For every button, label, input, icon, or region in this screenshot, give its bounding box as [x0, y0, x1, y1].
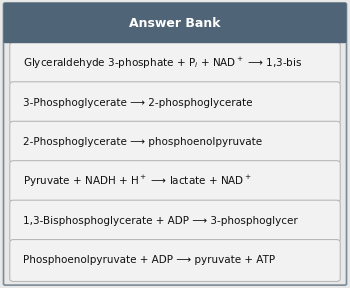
- Text: Phosphoenolpyruvate + ADP ⟶ pyruvate + ATP: Phosphoenolpyruvate + ADP ⟶ pyruvate + A…: [23, 255, 275, 266]
- FancyBboxPatch shape: [10, 82, 340, 124]
- FancyBboxPatch shape: [10, 240, 340, 281]
- Text: 2-Phosphoglycerate ⟶ phosphoenolpyruvate: 2-Phosphoglycerate ⟶ phosphoenolpyruvate: [23, 137, 262, 147]
- FancyBboxPatch shape: [10, 121, 340, 163]
- Text: 3-Phosphoglycerate ⟶ 2-phosphoglycerate: 3-Phosphoglycerate ⟶ 2-phosphoglycerate: [23, 98, 252, 108]
- FancyBboxPatch shape: [4, 3, 346, 43]
- FancyBboxPatch shape: [4, 3, 346, 285]
- Text: Answer Bank: Answer Bank: [129, 16, 221, 30]
- Text: Pyruvate + NADH + H$^+$ ⟶ lactate + NAD$^+$: Pyruvate + NADH + H$^+$ ⟶ lactate + NAD$…: [23, 174, 252, 189]
- FancyBboxPatch shape: [10, 161, 340, 202]
- Text: Glyceraldehyde 3-phosphate + P$_i$ + NAD$^+$ ⟶ 1,3-bis: Glyceraldehyde 3-phosphate + P$_i$ + NAD…: [23, 56, 302, 71]
- FancyBboxPatch shape: [10, 200, 340, 242]
- FancyBboxPatch shape: [10, 42, 340, 84]
- Text: 1,3-Bisphosphoglycerate + ADP ⟶ 3-phosphoglycer: 1,3-Bisphosphoglycerate + ADP ⟶ 3-phosph…: [23, 216, 298, 226]
